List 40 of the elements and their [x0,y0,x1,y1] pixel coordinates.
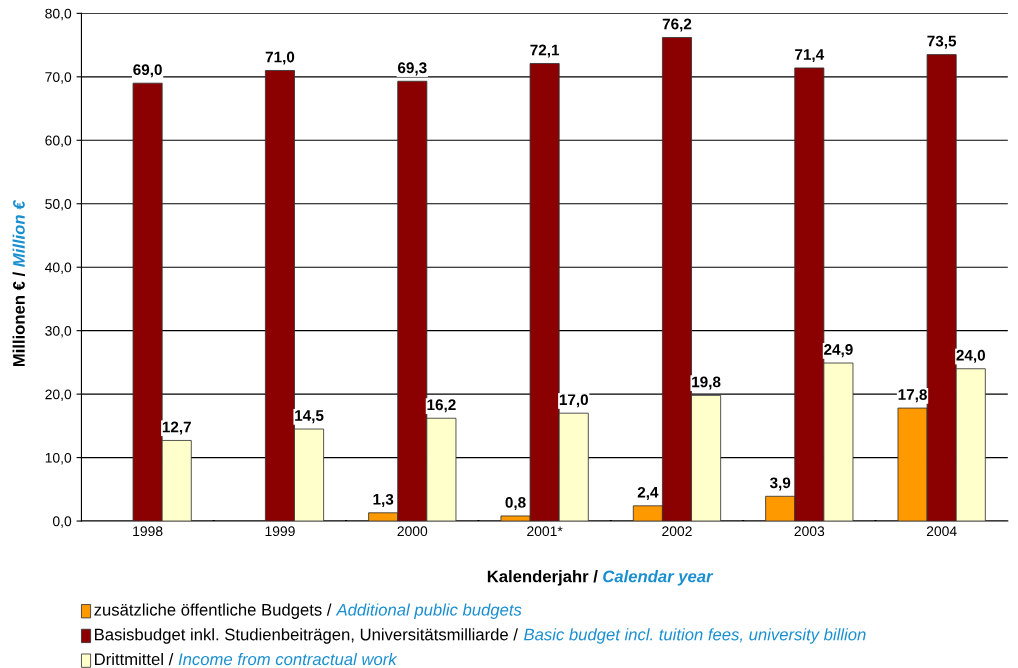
x-tick-label: 2004 [926,526,957,537]
x-tick-label: 2002 [662,526,692,537]
y-tick-label: 20,0 [45,389,72,401]
y-axis-title: Millionen € / Million € [12,199,25,367]
x-tick-label: 2003 [794,526,825,537]
y-tick-label: 50,0 [45,199,72,211]
data-label: 72,1 [530,44,560,58]
legend-label: zusätzliche öffentliche Budgets / Additional public budgets [94,603,522,619]
x-tick-label: 1998 [133,526,163,537]
data-label: 24,9 [824,344,853,358]
data-label: 69,3 [397,62,427,76]
y-tick-label: 60,0 [45,135,72,148]
x-axis-title: Kalenderjahr / Calendar year [487,570,714,586]
y-tick-label: 10,0 [45,452,72,465]
data-label: 24,0 [956,349,986,363]
legend-label: Basisbudget inkl. Studienbeiträgen, Universitätsmilliarde / Basic budget incl. tuition fees, university billion [95,628,866,644]
y-tick-label: 30,0 [45,325,72,338]
x-tick-label: 2000 [397,526,428,537]
x-tick-label: 2001* [527,526,563,537]
data-label: 71,4 [795,49,825,63]
data-label: 12,7 [162,421,191,435]
y-tick-label: 80,0 [45,8,72,21]
y-tick-label: 70,0 [45,72,72,84]
data-label: 73,5 [927,35,957,49]
x-tick-label: 1999 [265,526,295,537]
data-label: 71,0 [265,51,295,65]
data-label: 17,0 [559,394,588,408]
data-label: 3,9 [769,477,791,491]
data-label: 69,0 [133,64,162,78]
data-label: 0,8 [505,497,526,511]
y-tick-label: 0,0 [52,516,72,528]
data-label: 14,5 [295,410,324,424]
data-label: 17,8 [898,389,927,403]
data-label: 19,8 [692,376,721,390]
y-tick-label: 40,0 [45,262,72,275]
legend-label: Drittmittel / Income from contractual work [95,652,398,666]
data-label: 16,2 [427,399,456,413]
data-label: 1,3 [373,493,394,507]
data-label: 76,2 [662,18,692,32]
data-label: 2,4 [637,486,659,500]
